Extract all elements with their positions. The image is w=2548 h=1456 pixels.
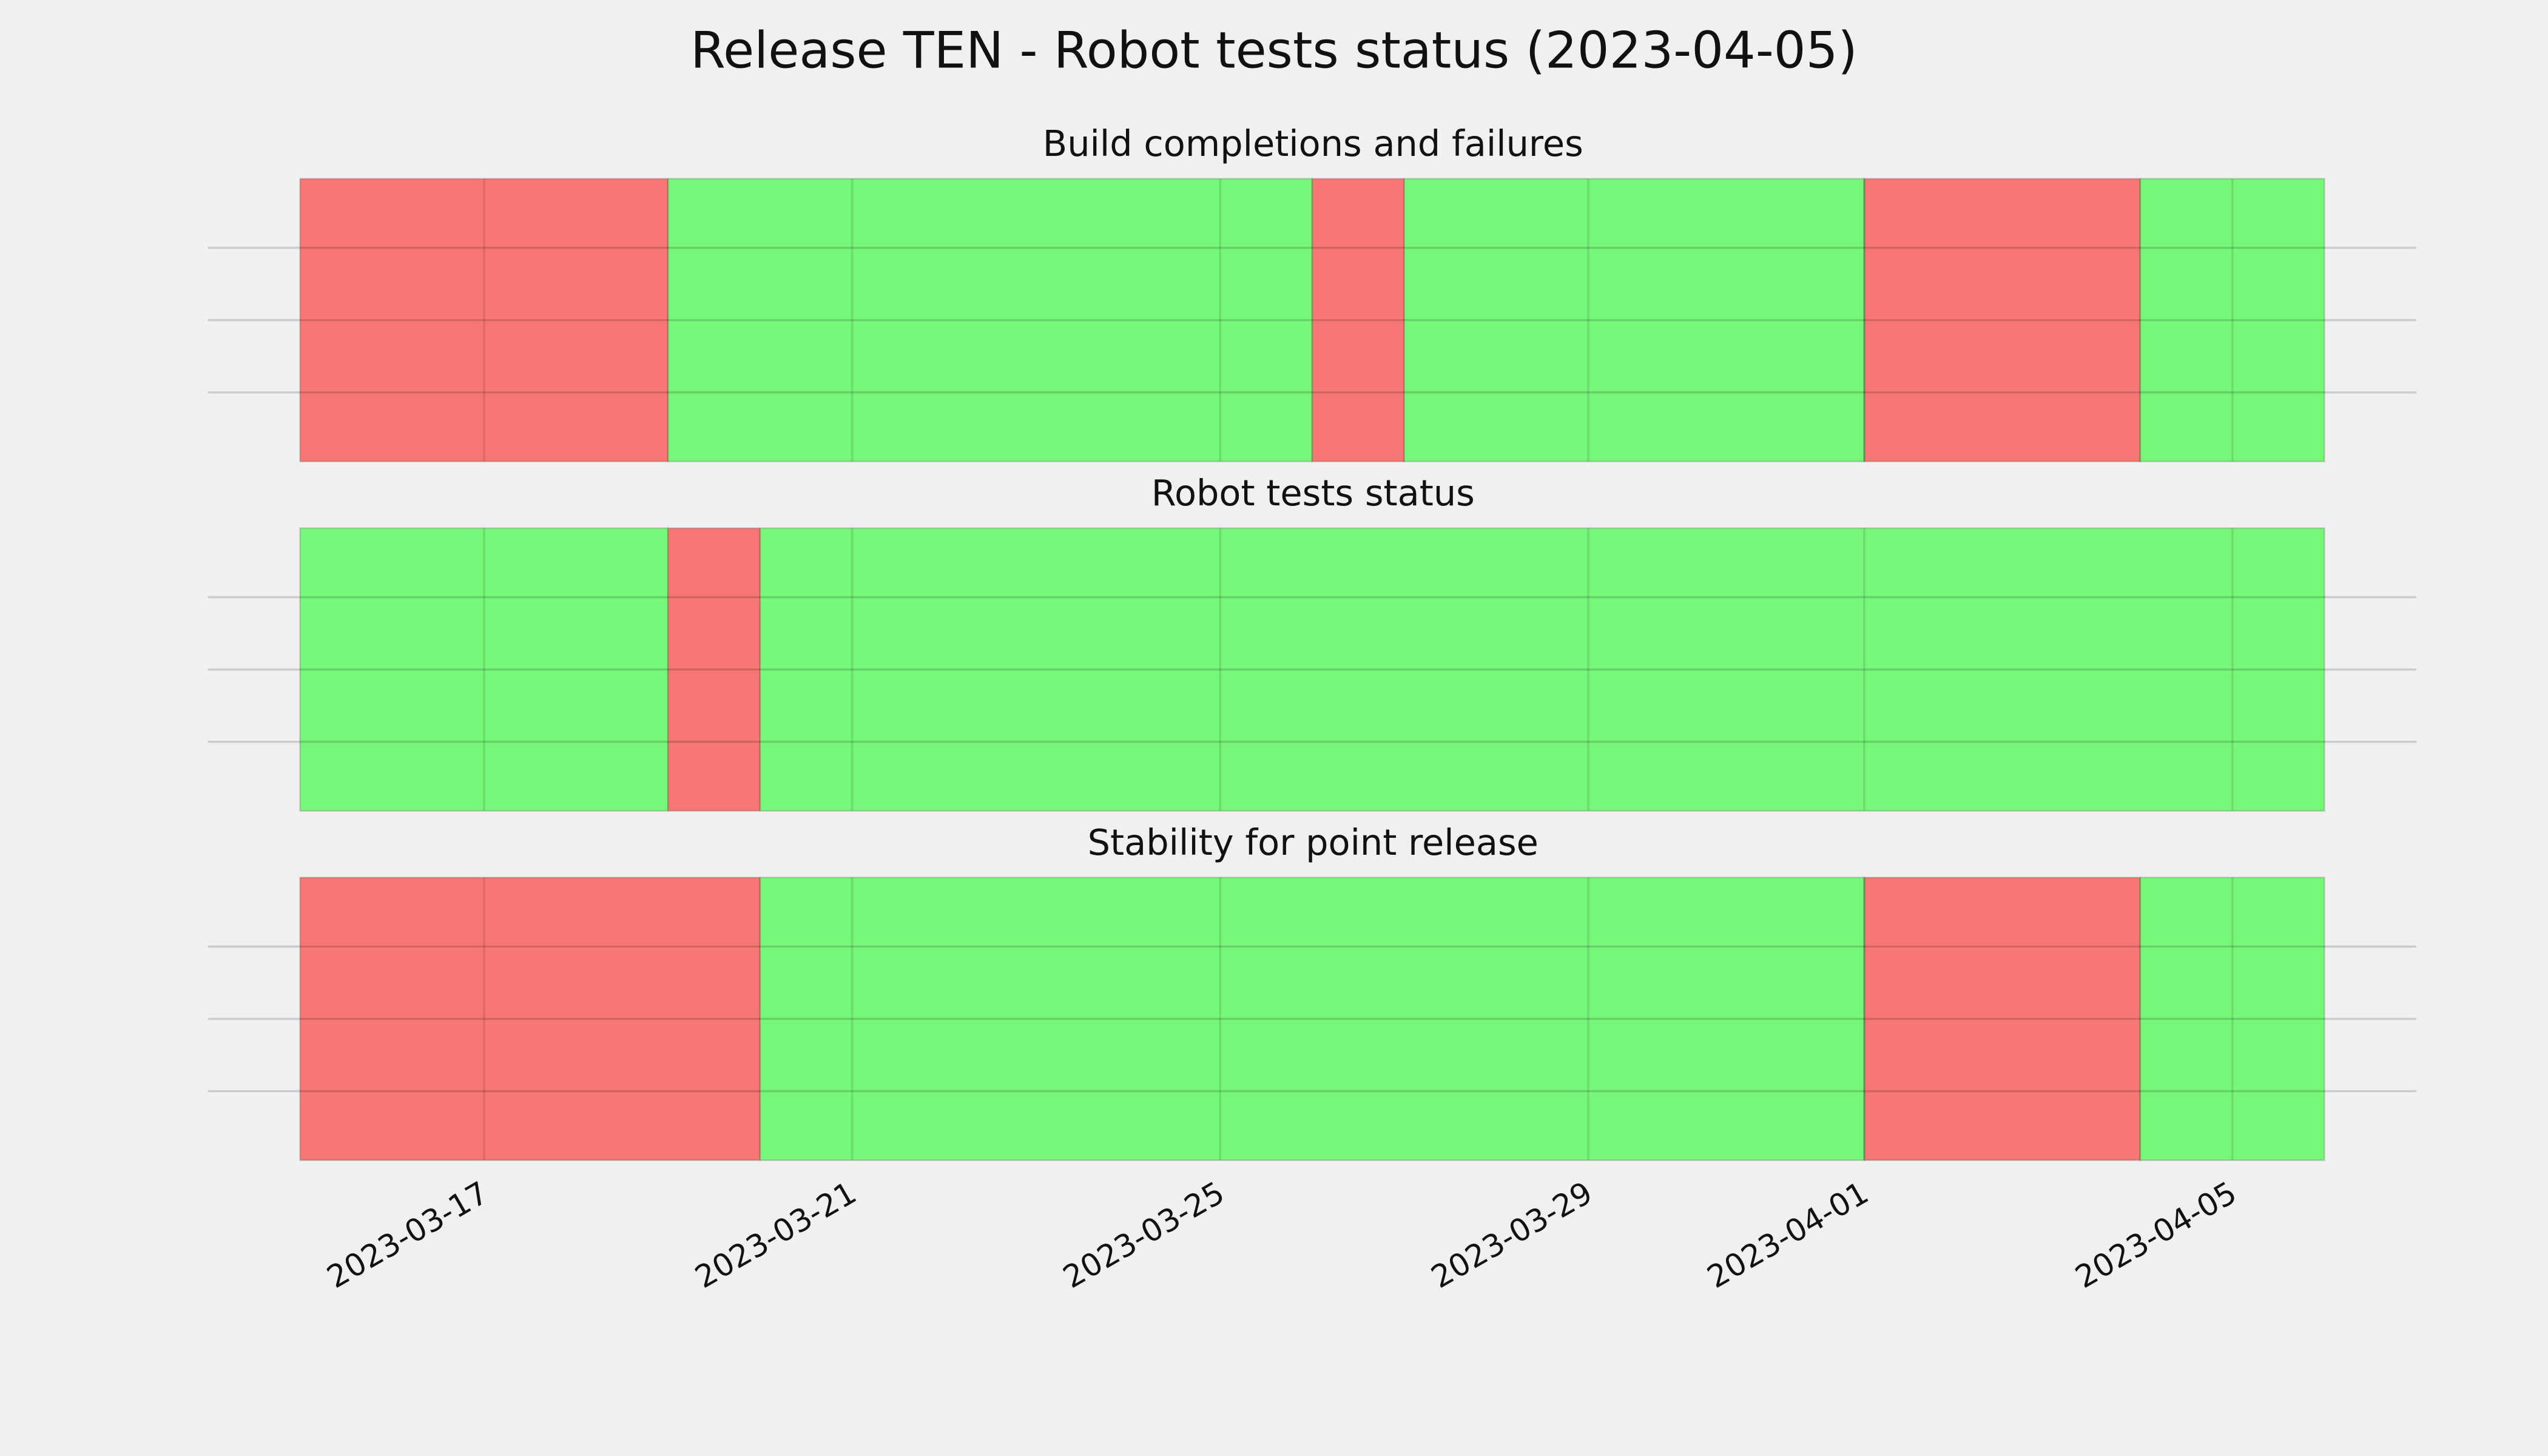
chart-title: Release TEN - Robot tests status (2023-0… (690, 21, 1858, 79)
panel-title: Stability for point release (1088, 821, 1539, 863)
x-tick-label: 2023-03-21 (689, 1175, 863, 1296)
status-span (2139, 877, 2325, 1161)
status-span (299, 527, 669, 812)
x-tick-label: 2023-03-29 (1426, 1175, 1599, 1296)
x-tick-label: 2023-03-25 (1057, 1175, 1231, 1296)
panel-title: Build completions and failures (1043, 123, 1583, 164)
panel-title: Robot tests status (1151, 472, 1475, 514)
status-span (1403, 178, 1866, 463)
status-span (299, 877, 761, 1161)
status-span (1311, 178, 1405, 463)
status-span (1863, 877, 2142, 1161)
status-span (667, 527, 761, 812)
x-tick-label: 2023-04-05 (2069, 1175, 2243, 1296)
x-tick-label: 2023-03-17 (322, 1175, 495, 1296)
x-tick-label: 2023-04-01 (1702, 1175, 1875, 1296)
status-span (759, 527, 2325, 812)
status-span (759, 877, 1866, 1161)
status-span (299, 178, 669, 463)
status-span (2139, 178, 2325, 463)
status-span (1863, 178, 2142, 463)
status-span (667, 178, 1313, 463)
